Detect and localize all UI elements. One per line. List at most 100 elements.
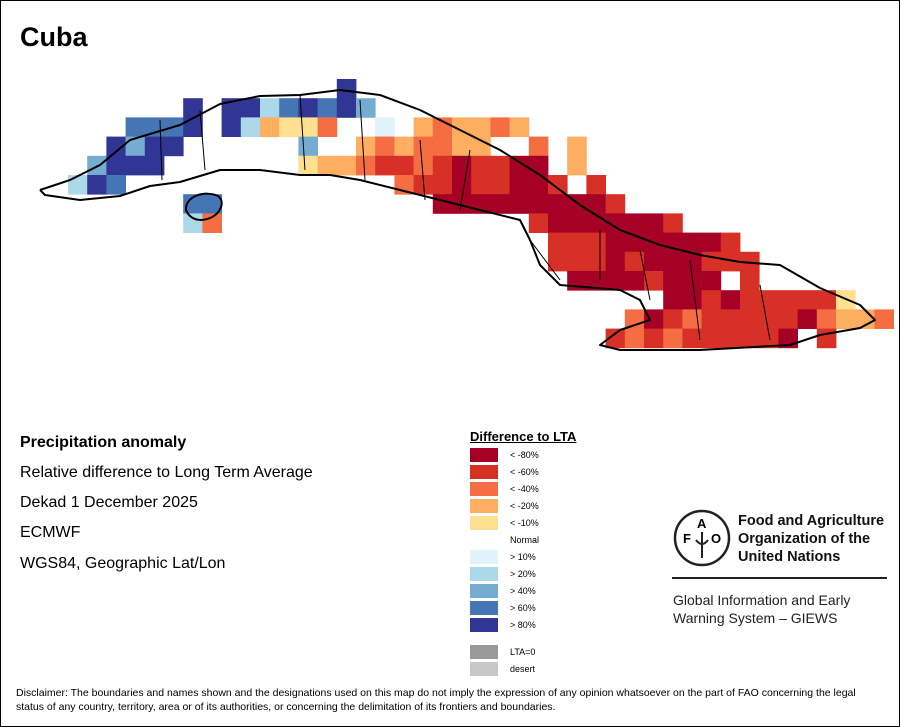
anomaly-cell (471, 117, 491, 137)
anomaly-cell (298, 155, 318, 176)
anomaly-cell (240, 117, 261, 137)
anomaly-cell (720, 309, 741, 329)
anomaly-cell (394, 136, 414, 157)
anomaly-cell (586, 271, 606, 291)
legend-item: > 80% (470, 618, 536, 632)
anomaly-cell (452, 175, 472, 195)
legend-item: > 60% (470, 601, 536, 615)
anomaly-cell (548, 194, 568, 214)
anomaly-cell (720, 232, 741, 253)
anomaly-cell (375, 155, 395, 176)
anomaly-cell (221, 117, 242, 137)
legend-item: < -10% (470, 516, 539, 530)
legend-item: < -60% (470, 465, 539, 479)
anomaly-cell (548, 175, 568, 195)
legend-swatch (470, 601, 498, 615)
anomaly-cell (778, 290, 798, 310)
legend-swatch (470, 662, 498, 676)
anomaly-cell (605, 232, 626, 253)
legend-item: < -20% (470, 499, 539, 513)
divider (672, 577, 887, 579)
anomaly-cell (740, 271, 760, 291)
projection: WGS84, Geographic Lat/Lon (20, 555, 226, 572)
anomaly-cell (605, 271, 626, 291)
legend-item: < -40% (470, 482, 539, 496)
anomaly-cell (317, 117, 338, 137)
anomaly-cell (509, 117, 530, 137)
anomaly-cell (624, 271, 645, 291)
anomaly-cell (125, 117, 146, 137)
anomaly-cell (432, 175, 453, 195)
anomaly-cell (528, 136, 549, 157)
anomaly-cell (797, 309, 818, 329)
anomaly-cell (144, 155, 165, 176)
anomaly-cell (106, 155, 126, 176)
anomaly-cell (682, 251, 702, 272)
legend-label: < -20% (510, 501, 539, 511)
isla-de-la-juventud-coast (184, 192, 223, 221)
anomaly-cell (567, 155, 587, 176)
anomaly-cell (605, 251, 626, 272)
legend-item: > 40% (470, 584, 536, 598)
legend-label: Normal (510, 535, 540, 545)
anomaly-cell (605, 328, 626, 349)
anomaly-cell (356, 98, 376, 118)
anomaly-cell (567, 213, 587, 233)
org-name-line: Organization of the (738, 531, 871, 547)
anomaly-cell (663, 251, 683, 272)
legend-swatch (470, 482, 498, 496)
anomaly-cell (298, 136, 318, 157)
product-name: Precipitation anomaly (20, 434, 187, 451)
anomaly-cell (452, 117, 472, 137)
anomaly-cell (644, 309, 664, 329)
anomaly-cell (528, 194, 549, 214)
legend-label: < -10% (510, 518, 539, 528)
anomaly-cell (759, 309, 779, 329)
anomaly-cell (490, 175, 510, 195)
legend-label: > 60% (510, 603, 536, 613)
anomaly-cell (432, 117, 453, 137)
anomaly-cell (701, 328, 722, 349)
anomaly-cell (759, 328, 779, 349)
giews-line: Global Information and Early (673, 592, 851, 608)
anomaly-cell (836, 309, 856, 329)
anomaly-cell (816, 328, 837, 349)
legend-swatch (470, 448, 498, 462)
legend-label: > 10% (510, 552, 536, 562)
anomaly-cell (317, 98, 338, 118)
anomaly-cell (567, 251, 587, 272)
svg-text:A: A (697, 516, 707, 531)
anomaly-cell (528, 175, 549, 195)
anomaly-cell (605, 194, 626, 214)
product-description: Relative difference to Long Term Average (20, 464, 313, 481)
giews-name: Global Information and Early Warning Sys… (673, 591, 850, 627)
anomaly-cell (644, 251, 664, 272)
anomaly-cell (586, 251, 606, 272)
anomaly-cell (106, 136, 126, 157)
anomaly-cell (68, 175, 88, 195)
anomaly-cell (164, 136, 184, 157)
anomaly-cell (624, 251, 645, 272)
anomaly-cell (432, 136, 453, 157)
anomaly-cell (509, 175, 530, 195)
anomaly-cell (375, 117, 395, 137)
legend-swatch (470, 584, 498, 598)
legend-label: desert (510, 664, 536, 674)
anomaly-cell (202, 194, 222, 214)
anomaly-cell (701, 232, 722, 253)
anomaly-cell (740, 251, 760, 272)
anomaly-cell (797, 290, 818, 310)
legend-swatch (470, 516, 498, 530)
anomaly-cell (682, 328, 702, 349)
province-boundaries (159, 94, 771, 341)
anomaly-cell (471, 136, 491, 157)
anomaly-cell (298, 98, 318, 118)
anomaly-cell (528, 155, 549, 176)
anomaly-cell (490, 155, 510, 176)
legend-item: > 20% (470, 567, 536, 581)
legend-item: LTA=0 (470, 645, 535, 659)
anomaly-cell (317, 155, 338, 176)
fao-logo-emblem: F A O (673, 509, 731, 567)
anomaly-cell (586, 213, 606, 233)
anomaly-cell (548, 251, 568, 272)
